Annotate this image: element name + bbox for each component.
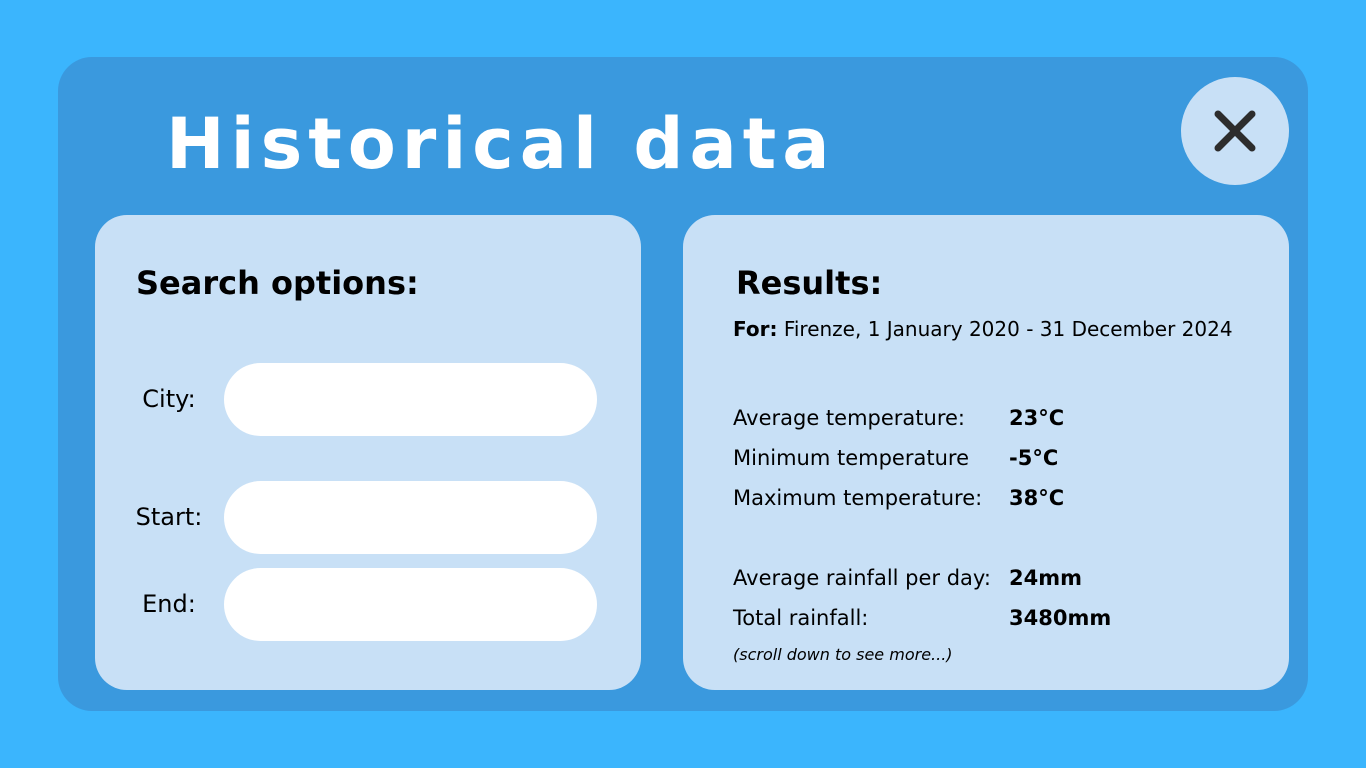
for-label: For:	[733, 317, 778, 341]
stat-label: Maximum temperature:	[733, 486, 983, 510]
stat-value: 38°C	[1009, 486, 1065, 510]
close-button[interactable]	[1181, 77, 1289, 185]
stat-value: 3480mm	[1009, 606, 1112, 630]
stat-value: 23°C	[1009, 406, 1065, 430]
city-label: City:	[142, 385, 196, 413]
stat-label: Average temperature:	[733, 406, 965, 430]
results-panel: Results: For: Firenze, 1 January 2020 - …	[683, 215, 1289, 690]
end-date-input[interactable]	[224, 568, 597, 641]
city-input[interactable]	[224, 363, 597, 436]
results-heading: Results:	[736, 264, 883, 302]
end-label: End:	[142, 590, 196, 618]
historical-data-modal: Historical data Search options: City: St…	[58, 57, 1308, 711]
stat-value: 24mm	[1009, 566, 1082, 590]
start-label: Start:	[135, 503, 203, 531]
for-value: Firenze, 1 January 2020 - 31 December 20…	[783, 317, 1233, 341]
close-icon	[1214, 110, 1256, 152]
stat-label: Minimum temperature	[733, 446, 969, 470]
stat-label: Average rainfall per day:	[733, 566, 991, 590]
search-options-panel: Search options: City: Start: End:	[95, 215, 641, 690]
search-options-heading: Search options:	[136, 264, 419, 302]
results-query-summary: For: Firenze, 1 January 2020 - 31 Decemb…	[733, 319, 1233, 339]
stat-value: -5°C	[1009, 446, 1059, 470]
modal-title: Historical data	[166, 103, 836, 185]
stat-label: Total rainfall:	[733, 606, 869, 630]
scroll-hint: (scroll down to see more...)	[733, 645, 953, 664]
start-date-input[interactable]	[224, 481, 597, 554]
